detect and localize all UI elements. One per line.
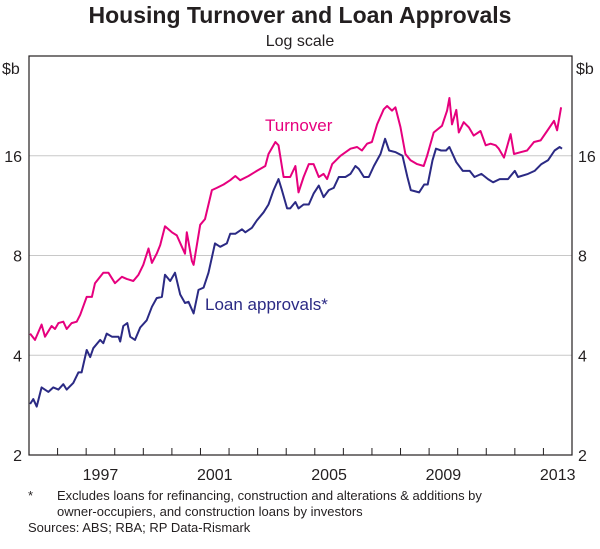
- y-axis-unit-left: $b: [2, 61, 20, 78]
- sources-note: Sources: ABS; RBA; RP Data-Rismark: [28, 520, 251, 535]
- gridlines: [29, 155, 572, 356]
- plot-frame: [28, 55, 573, 456]
- x-tick-label: 2009: [426, 467, 462, 484]
- series-label-turnover: Turnover: [265, 116, 333, 135]
- y-tick-label-right: 8: [578, 249, 587, 266]
- y-tick-label-left: 2: [13, 448, 22, 465]
- footnote-line-2: owner-occupiers, and construction loans …: [57, 504, 363, 519]
- x-axis: 1997 2001 2005 2009 2013: [57, 448, 576, 484]
- y-tick-label-right: 4: [578, 348, 587, 365]
- loan-approvals-line: [29, 137, 563, 408]
- y-tick-label-right: 16: [578, 149, 596, 166]
- footnote-marker: *: [28, 488, 33, 503]
- chart-title: Housing Turnover and Loan Approvals: [89, 2, 512, 28]
- y-tick-label-left: 8: [13, 249, 22, 266]
- y-axis-unit-right: $b: [576, 61, 594, 78]
- x-tick-label: 2005: [311, 467, 347, 484]
- y-tick-label-left: 16: [4, 149, 22, 166]
- series-group: [29, 97, 563, 408]
- x-tick-label: 1997: [83, 467, 119, 484]
- series-label-loan-approvals: Loan approvals*: [205, 295, 328, 314]
- y-tick-label-right: 2: [578, 448, 587, 465]
- turnover-line: [29, 97, 563, 341]
- x-tick-label: 2013: [540, 467, 576, 484]
- x-tick-label: 2001: [197, 467, 233, 484]
- y-axis: 2 2 4 4 8 8 16 16: [4, 149, 596, 465]
- footnote-line-1: Excludes loans for refinancing, construc…: [57, 488, 482, 503]
- chart-subtitle: Log scale: [266, 33, 335, 50]
- y-tick-label-left: 4: [13, 348, 22, 365]
